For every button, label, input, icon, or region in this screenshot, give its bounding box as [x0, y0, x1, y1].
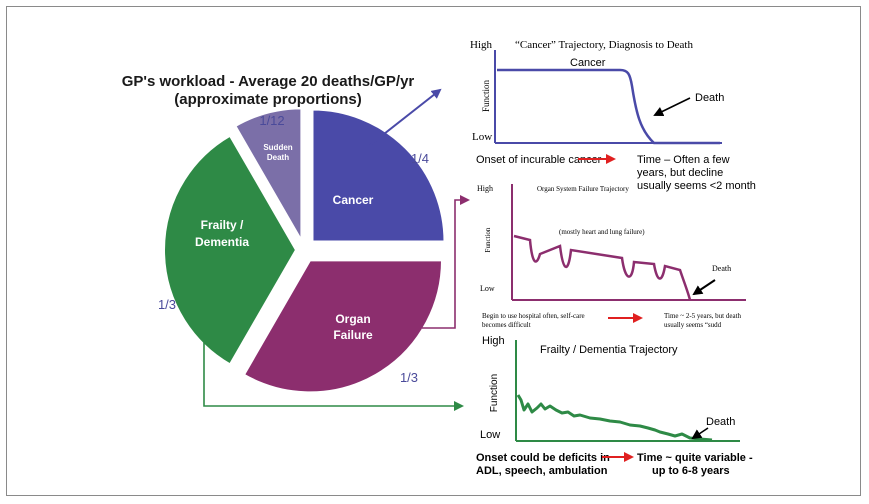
organ-trajectory-line — [513, 234, 692, 301]
cancer-onset-label: Onset of incurable cancer — [476, 154, 602, 166]
organ-onset-line1: Begin to use hospital often, self-care — [482, 312, 585, 320]
organ-low-label: Low — [480, 284, 495, 293]
frailty-low-label: Low — [480, 429, 500, 441]
frailty-connector-arrow — [203, 340, 464, 411]
organ-panel-title: Organ System Failure Trajectory — [537, 185, 629, 193]
frailty-slice-label-line1: Frailty / — [201, 218, 244, 232]
pie-slice-organ-failure — [242, 259, 444, 394]
cancer-low-label: Low — [472, 131, 492, 143]
frailty-ylabel: Function — [489, 374, 500, 412]
organ-ylabel: Function — [484, 227, 492, 252]
cancer-high-label: High — [470, 39, 493, 51]
fraction-sudden: 1/12 — [259, 113, 284, 128]
frailty-panel-title: Frailty / Dementia Trajectory — [540, 344, 678, 356]
frailty-onset-line2: ADL, speech, ambulation — [476, 465, 608, 477]
organ-time-line2: usually seems “sudd — [664, 321, 722, 329]
organ-time-line1: Time ~ 2-5 years, but death — [664, 312, 742, 320]
organ-connector-arrow — [422, 195, 470, 329]
cancer-curve-label: Cancer — [570, 57, 606, 69]
frailty-time-line1: Time ~ quite variable - — [637, 452, 753, 464]
organ-slice-label-line2: Failure — [333, 328, 373, 342]
cancer-trajectory-line — [497, 68, 720, 145]
cancer-time-line2: years, but decline — [637, 167, 723, 179]
pie-slice-sudden-death — [234, 107, 303, 245]
cancer-death-label: Death — [695, 92, 724, 104]
pie-title-line2: (approximate proportions) — [174, 91, 362, 108]
organ-high-label: High — [477, 184, 493, 193]
sudden-slice-label-line2: Death — [267, 153, 289, 162]
frailty-death-arrow — [691, 427, 709, 440]
organ-death-arrow — [692, 279, 716, 296]
frailty-onset-line1: Onset could be deficits in — [476, 452, 610, 464]
cancer-panel-title: “Cancer” Trajectory, Diagnosis to Death — [515, 39, 693, 51]
frailty-high-label: High — [482, 335, 505, 347]
fraction-cancer: 1/4 — [411, 151, 429, 166]
cancer-trajectory-panel: High “Cancer” Trajectory, Diagnosis to D… — [470, 39, 756, 192]
frailty-death-label: Death — [706, 416, 735, 428]
pie-slice-cancer — [311, 108, 446, 243]
cancer-death-arrow — [653, 97, 691, 117]
organ-note: (mostly heart and lung failure) — [559, 228, 645, 236]
organ-death-label: Death — [712, 264, 731, 273]
cancer-time-line3: usually seems <2 month — [637, 180, 756, 192]
cancer-slice-label: Cancer — [333, 193, 374, 207]
sudden-slice-label-line1: Sudden — [263, 143, 292, 152]
frailty-time-line2: up to 6-8 years — [652, 465, 730, 477]
organ-trajectory-panel: High Organ System Failure Trajectory Low… — [477, 184, 746, 329]
cancer-time-line1: Time – Often a few — [637, 154, 730, 166]
frailty-trajectory-line — [516, 394, 713, 442]
organ-onset-line2: becomes difficult — [482, 321, 531, 329]
organ-slice-label-line1: Organ — [335, 312, 370, 326]
cancer-connector-arrow — [369, 88, 442, 146]
frailty-trajectory-panel: High Frailty / Dementia Trajectory Low F… — [476, 335, 753, 477]
pie-title-line1: GP's workload - Average 20 deaths/GP/yr — [122, 73, 415, 90]
fraction-frailty: 1/3 — [158, 297, 176, 312]
image-frame — [6, 6, 861, 496]
cancer-ylabel: Function — [481, 80, 491, 113]
fraction-organ: 1/3 — [400, 370, 418, 385]
pie-chart — [163, 107, 446, 394]
frailty-slice-label-line2: Dementia — [195, 235, 249, 249]
